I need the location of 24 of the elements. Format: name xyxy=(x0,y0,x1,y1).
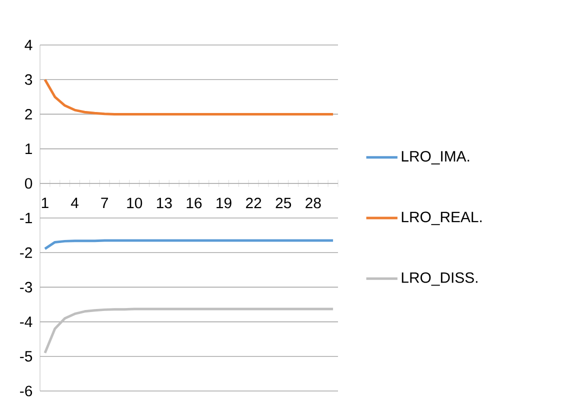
x-tick-label: 7 xyxy=(101,198,108,208)
y-tick-label: -2 xyxy=(20,247,32,258)
y-tick-label: -1 xyxy=(20,212,32,224)
y-tick-label: 4 xyxy=(24,40,32,50)
legend-label: LRO_REAL. xyxy=(402,212,482,226)
x-tick-label: 19 xyxy=(216,198,232,208)
y-tick-label: -5 xyxy=(20,351,32,362)
y-tick-label: -6 xyxy=(20,386,32,396)
x-tick-label: 28 xyxy=(306,198,321,208)
x-tick-label: 22 xyxy=(246,198,262,208)
y-tick-label: -3 xyxy=(20,282,32,292)
legend-label: LRO_DISS. xyxy=(402,272,478,286)
x-tick-label: 10 xyxy=(127,198,142,208)
x-tick-label: 16 xyxy=(186,198,202,208)
y-tick-label: 0 xyxy=(24,178,32,189)
x-tick-label: 25 xyxy=(276,198,292,208)
x-tick-label: 13 xyxy=(157,198,172,208)
y-tick-label: 2 xyxy=(25,108,32,120)
y-tick-label: 1 xyxy=(26,144,32,154)
y-tick-label: -4 xyxy=(20,316,32,327)
y-tick-label: 3 xyxy=(24,74,32,85)
x-tick-label: 1 xyxy=(42,198,48,208)
x-tick-label: 4 xyxy=(70,198,78,208)
legend-label: LRO_IMA. xyxy=(402,151,470,164)
